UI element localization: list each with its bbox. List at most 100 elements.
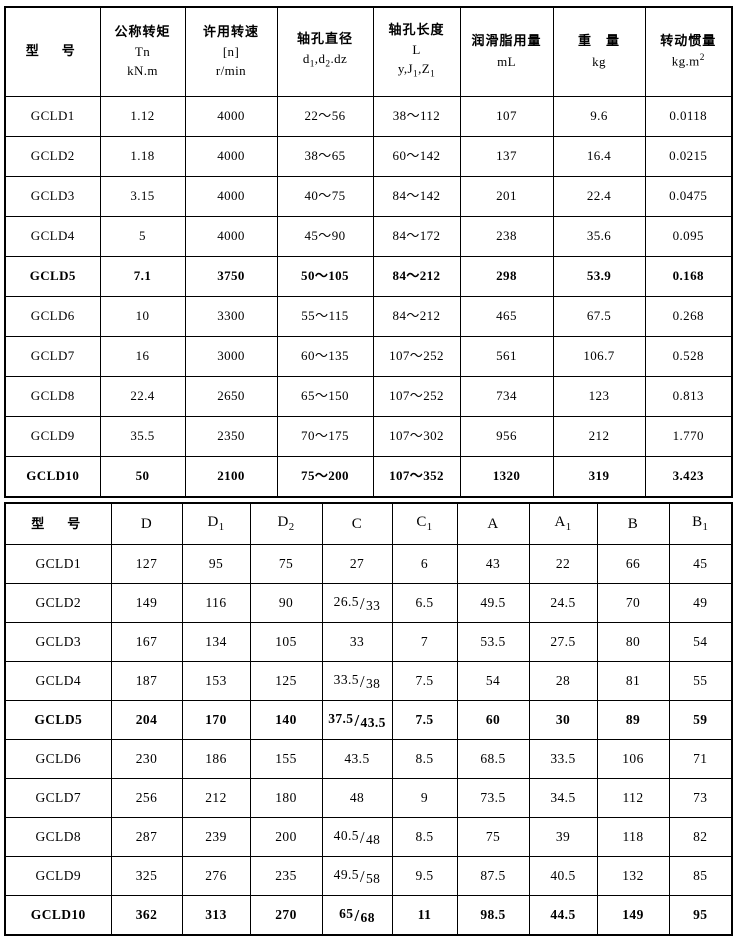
cell-length: 60～142: [372, 136, 461, 177]
cell-weight: 67.5: [552, 296, 646, 337]
cell-B1: 73: [668, 778, 733, 818]
column-header-title: 润滑脂用量: [471, 34, 542, 50]
cell-torque: 3.15: [99, 176, 186, 217]
column-header: 重 量 kg: [552, 6, 646, 97]
cell-C: 48: [321, 778, 393, 818]
cell-C1: 7: [391, 622, 458, 662]
cell-inertia: 0.528: [644, 336, 733, 377]
column-header: 转动惯量 kg.m2: [644, 6, 733, 97]
cell-speed: 2100: [184, 456, 278, 498]
dimensions-table: 型 号 D D1 D2 C C1 A A1 B B1 GCLD1 127 95 75 27 6 43 22 66 4…: [4, 502, 733, 936]
cell-A1: 28: [528, 661, 598, 701]
cell-model: GCLD10: [4, 895, 112, 936]
cell-model: GCLD9: [4, 856, 112, 896]
cell-D: 325: [110, 856, 183, 896]
cell-D2: 270: [249, 895, 323, 936]
column-header-label: B: [627, 515, 639, 532]
column-header: A1: [528, 502, 598, 545]
cell-A: 68.5: [456, 739, 530, 779]
cell-A1: 33.5: [528, 739, 598, 779]
dimensions-table-header: 型 号 D D1 D2 C C1 A A1 B B1: [4, 502, 733, 545]
cell-speed: 2650: [184, 376, 278, 417]
cell-bore: 70～175: [276, 416, 374, 457]
column-header-label: 型 号: [31, 516, 86, 532]
torque-parameters-table: 型 号 公称转矩 Tn kN.m 许用转速 [n] r/min 轴孔直径 d1,d2.dz 轴孔长…: [4, 6, 733, 498]
cell-B1: 54: [668, 622, 733, 662]
table-row: GCLD4 187 153 125 33.5/38 7.5 54 28 81 55: [4, 661, 733, 701]
cell-torque: 1.12: [99, 96, 186, 137]
cell-D: 362: [110, 895, 183, 936]
cell-A: 98.5: [456, 895, 530, 936]
table-row: GCLD6 230 186 155 43.5 8.5 68.5 33.5 106 71: [4, 739, 733, 779]
cell-D: 256: [110, 778, 183, 818]
cell-A1: 30: [528, 700, 598, 740]
cell-model: GCLD6: [4, 296, 101, 337]
cell-D1: 186: [181, 739, 251, 779]
cell-D2: 125: [249, 661, 323, 701]
cell-model: GCLD8: [4, 817, 112, 857]
column-header-unit: kN.m: [127, 63, 158, 79]
cell-torque: 22.4: [99, 376, 186, 417]
cell-D: 167: [110, 622, 183, 662]
cell-C1: 8.5: [391, 817, 458, 857]
cell-bore: 60～135: [276, 336, 374, 377]
cell-B: 112: [596, 778, 670, 818]
cell-C1: 9.5: [391, 856, 458, 896]
table-row: GCLD3 3.15 4000 40～75 84～142 201 22.4 0.0475: [4, 176, 733, 217]
cell-A1: 27.5: [528, 622, 598, 662]
column-header-title: 重 量: [577, 34, 620, 50]
cell-torque: 7.1: [99, 256, 186, 297]
column-header-model: 型 号: [4, 502, 112, 545]
cell-length: 107～252: [372, 376, 461, 417]
cell-C: 37.5/43.5: [321, 700, 393, 740]
column-header-title: 许用转速: [202, 24, 259, 40]
cell-inertia: 0.813: [644, 376, 733, 417]
table-row: GCLD9 325 276 235 49.5/58 9.5 87.5 40.5 132 85: [4, 856, 733, 896]
cell-D2: 75: [249, 544, 323, 584]
cell-A1: 24.5: [528, 583, 598, 623]
cell-A: 87.5: [456, 856, 530, 896]
cell-B1: 55: [668, 661, 733, 701]
cell-bore: 75～200: [276, 456, 374, 498]
cell-model: GCLD5: [4, 700, 112, 740]
cell-B: 70: [596, 583, 670, 623]
cell-length: 107～352: [372, 456, 461, 498]
cell-C: 65/68: [321, 895, 393, 936]
cell-A1: 39: [528, 817, 598, 857]
cell-A: 49.5: [456, 583, 530, 623]
cell-C1: 8.5: [391, 739, 458, 779]
table-row: GCLD4 5 4000 45～90 84～172 238 35.6 0.095: [4, 216, 733, 257]
cell-A1: 34.5: [528, 778, 598, 818]
table-row: GCLD2 1.18 4000 38～65 60～142 137 16.4 0.0215: [4, 136, 733, 177]
torque-table-body: GCLD1 1.12 4000 22～56 38～112 107 9.6 0.0118 GCLD…: [4, 96, 733, 498]
cell-A: 53.5: [456, 622, 530, 662]
cell-D1: 212: [181, 778, 251, 818]
cell-D1: 170: [181, 700, 251, 740]
column-header-label: C1: [416, 514, 433, 534]
cell-B: 66: [596, 544, 670, 584]
table-row: GCLD8 22.4 2650 65～150 107～252 734 123 0.813: [4, 376, 733, 417]
column-header-title: 轴孔长度: [388, 22, 445, 38]
cell-B: 118: [596, 817, 670, 857]
cell-grease: 956: [459, 416, 554, 457]
cell-C: 49.5/58: [321, 856, 393, 896]
table-row: GCLD3 167 134 105 33 7 53.5 27.5 80 54: [4, 622, 733, 662]
cell-model: GCLD3: [4, 176, 101, 217]
cell-A1: 22: [528, 544, 598, 584]
cell-speed: 4000: [184, 136, 278, 177]
cell-D1: 116: [181, 583, 251, 623]
cell-D1: 95: [181, 544, 251, 584]
cell-grease: 238: [459, 216, 554, 257]
cell-A: 75: [456, 817, 530, 857]
cell-speed: 4000: [184, 176, 278, 217]
column-header-unit: kg: [592, 53, 606, 69]
cell-model: GCLD9: [4, 416, 101, 457]
cell-grease: 561: [459, 336, 554, 377]
cell-B1: 82: [668, 817, 733, 857]
cell-D2: 140: [249, 700, 323, 740]
cell-D2: 200: [249, 817, 323, 857]
cell-D1: 134: [181, 622, 251, 662]
spec-sheet: 型 号 公称转矩 Tn kN.m 许用转速 [n] r/min 轴孔直径 d1,d2.dz 轴孔长…: [4, 6, 733, 936]
cell-D2: 155: [249, 739, 323, 779]
